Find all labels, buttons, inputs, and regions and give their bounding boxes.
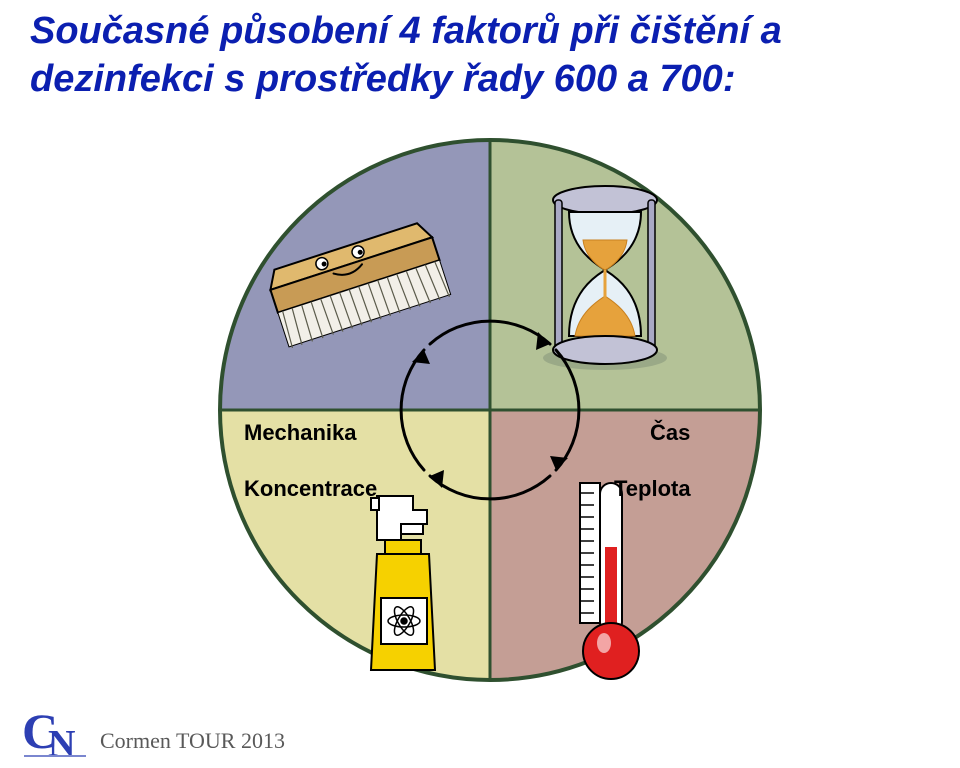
- page: Současné působení 4 faktorů při čištění …: [0, 0, 960, 768]
- page-title: Současné působení 4 faktorů při čištění …: [30, 8, 950, 103]
- label-teplota: Teplota: [614, 476, 691, 502]
- spraybottle-icon: [371, 496, 435, 670]
- four-factor-diagram: [200, 120, 780, 700]
- quadrant-koncentrace: [200, 410, 490, 700]
- label-cas: Čas: [650, 420, 690, 446]
- hourglass-icon: [543, 186, 667, 370]
- label-mechanika: Mechanika: [244, 420, 357, 446]
- label-koncentrace: Koncentrace: [244, 476, 377, 502]
- logo-cn: C N: [20, 706, 90, 762]
- footer-text: Cormen TOUR 2013: [100, 728, 285, 754]
